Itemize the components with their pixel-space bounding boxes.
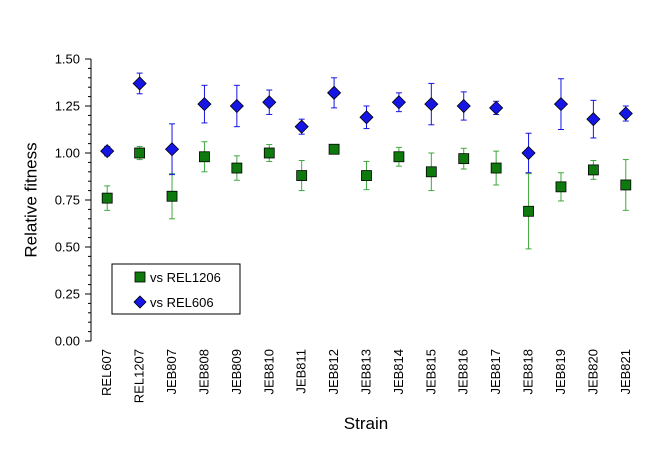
data-point-diamond	[327, 85, 342, 100]
y-axis-title: Relative fitness	[21, 142, 40, 257]
y-axis-ticks: 0.00 0.25 0.50 0.75 1.00 1.25 1.50	[55, 52, 91, 349]
legend-marker-vs-rel606	[133, 295, 147, 309]
data-point-diamond	[132, 76, 147, 91]
x-tick-label: JEB812	[326, 349, 341, 395]
x-tick-label: JEB809	[229, 349, 244, 395]
data-point-diamond	[197, 97, 212, 112]
x-tick-label: JEB815	[423, 349, 438, 395]
data-point-diamond	[359, 110, 374, 125]
data-point-diamond	[262, 95, 277, 110]
data-point-square	[425, 166, 437, 178]
data-point-diamond	[164, 142, 180, 157]
x-tick-label: JEB811	[294, 349, 309, 394]
x-tick-label: JEB808	[196, 349, 211, 395]
legend-marker-vs-rel1206	[134, 271, 146, 283]
y-tick-label: 1.50	[55, 52, 80, 67]
legend-box	[111, 263, 241, 315]
y-tick-label: 0.25	[55, 287, 80, 302]
x-tick-label: JEB814	[391, 349, 406, 395]
data-point-diamond	[618, 106, 633, 121]
data-point-diamond	[294, 119, 309, 134]
legend-label-vs-rel1206: vs REL1206	[150, 270, 221, 285]
data-point-square	[490, 162, 502, 174]
x-tick-label: JEB810	[261, 349, 276, 395]
data-point-diamond	[391, 95, 406, 110]
x-tick-label: JEB821	[618, 349, 633, 395]
data-point-square	[134, 147, 146, 159]
x-tick-label: JEB820	[585, 349, 600, 395]
data-point-diamond	[586, 112, 601, 127]
data-point-diamond	[553, 97, 569, 112]
data-point-square	[361, 170, 372, 181]
data-point-diamond	[521, 145, 536, 161]
x-tick-label: REL1207	[132, 349, 147, 403]
legend-label-vs-rel606: vs REL606	[150, 295, 214, 310]
x-tick-label: JEB813	[359, 349, 374, 395]
x-tick-label: JEB817	[488, 349, 503, 395]
data-point-square	[523, 205, 534, 217]
data-point-square	[393, 151, 405, 163]
data-point-diamond	[100, 144, 115, 159]
x-tick-label: JEB816	[456, 349, 471, 395]
data-point-square	[620, 179, 632, 191]
x-tick-label: JEB819	[553, 349, 568, 395]
data-point-square	[166, 190, 178, 202]
data-point-diamond	[489, 100, 504, 115]
legend: vs REL1206 vs REL606	[111, 263, 241, 315]
y-tick-label: 0.75	[55, 193, 80, 208]
y-tick-label: 1.25	[55, 99, 80, 114]
data-point-square	[296, 170, 308, 181]
x-axis-title: Strain	[344, 414, 388, 433]
data-point-diamond	[229, 98, 244, 114]
plot-area	[100, 72, 633, 250]
data-point-square	[587, 164, 599, 176]
data-point-diamond	[456, 98, 471, 114]
x-axis-tick-labels: REL607 REL1207 JEB807 JEB808 JEB809 JEB810 JEB…	[99, 349, 633, 403]
data-point-diamond	[424, 97, 439, 112]
data-point-square	[458, 153, 470, 165]
data-point-square	[263, 147, 275, 159]
x-tick-label: REL607	[99, 349, 114, 396]
y-tick-label: 0.00	[55, 334, 80, 349]
data-point-square	[231, 162, 243, 174]
data-point-square	[328, 143, 340, 155]
data-point-square	[555, 181, 567, 193]
data-point-square	[199, 151, 210, 163]
x-tick-label: JEB807	[164, 349, 179, 395]
data-point-square	[101, 192, 113, 204]
x-tick-label: JEB818	[521, 349, 536, 395]
y-tick-label: 0.50	[55, 240, 80, 255]
y-tick-label: 1.00	[55, 146, 80, 161]
